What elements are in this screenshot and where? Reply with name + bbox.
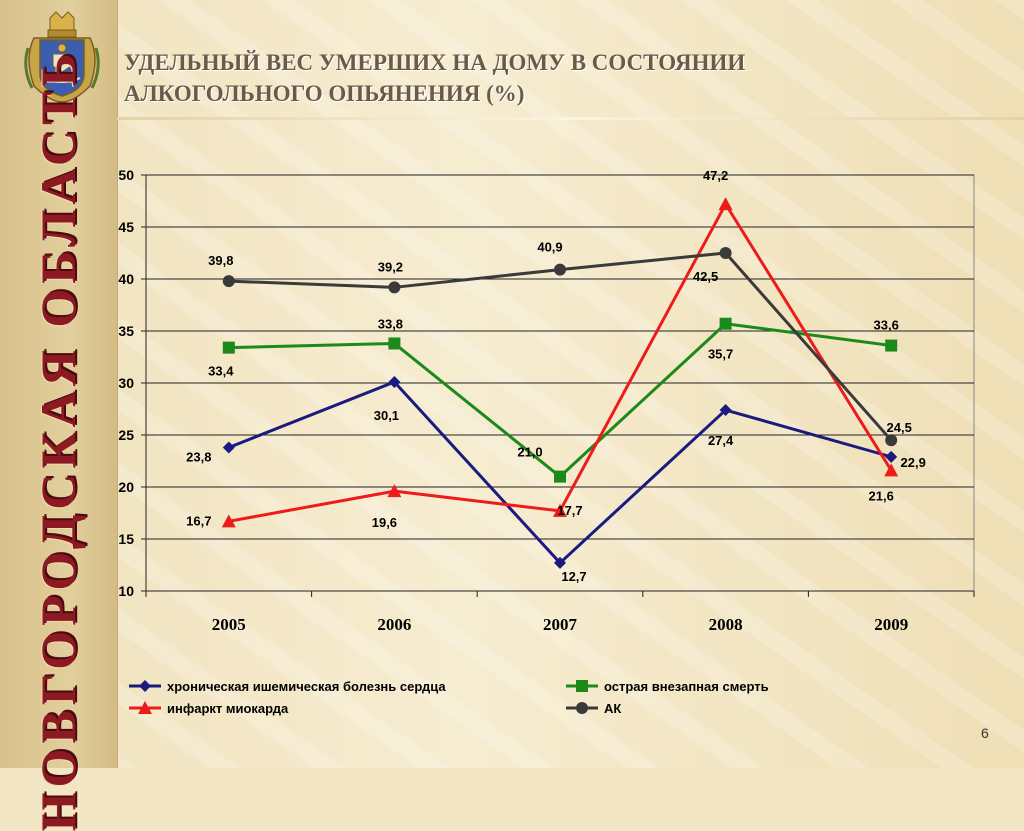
data-label: 19,6 [372,515,397,530]
data-point [222,441,235,454]
data-label: 39,8 [208,253,233,268]
data-point [222,341,235,354]
data-label: 47,2 [703,168,728,183]
data-label: 42,5 [693,269,718,284]
data-label: 30,1 [374,408,399,423]
legend-marker [139,680,151,692]
x-tick-label: 2009 [874,615,908,634]
y-tick-label: 35 [118,323,134,339]
data-point [885,450,898,463]
y-tick-label: 10 [118,583,134,599]
y-tick-label: 30 [118,375,134,391]
title-line-1: УДЕЛЬНЫЙ ВЕС УМЕРШИХ НА ДОМУ В СОСТОЯНИИ [124,50,746,75]
legend-label: острая внезапная смерть [604,679,769,694]
data-point [388,337,401,350]
data-point [718,197,733,211]
data-point [885,434,898,447]
legend-label: инфаркт миокарда [167,701,289,716]
data-label: 23,8 [186,449,211,464]
left-side-band [0,0,118,768]
data-label: 21,0 [517,445,542,460]
legend-marker [576,680,588,692]
data-point [388,281,401,294]
data-label: 40,9 [537,240,562,255]
data-point [222,275,235,288]
data-label: 33,4 [208,364,234,379]
y-tick-label: 45 [118,219,134,235]
y-tick-label: 20 [118,479,134,495]
legend-marker [576,702,588,714]
line-chart: 10 15 20 25 30 35 40 45 50 2005 2006 2007 2008 2009 23… [118,167,975,716]
data-label: 17,7 [557,503,582,518]
x-tick-label: 2008 [709,615,743,634]
x-tick-label: 2005 [212,615,246,634]
data-point [554,263,566,276]
series-line [228,322,892,479]
data-point [719,404,732,417]
legend-label: АК [604,701,621,716]
data-label: 21,6 [869,488,894,503]
title-line-2: АЛКОГОЛЬНОГО ОПЬЯНЕНИЯ (%) [124,81,525,106]
x-tick-label: 2007 [543,615,578,634]
y-tick-label: 50 [118,167,134,183]
data-point [719,247,732,259]
coat-of-arms-icon [24,11,100,103]
data-point [554,556,566,569]
title-divider [117,117,1024,120]
data-point [719,317,732,330]
page-title: УДЕЛЬНЫЙ ВЕС УМЕРШИХ НА ДОМУ В СОСТОЯНИИ… [124,47,984,109]
data-label: 22,9 [901,455,926,470]
data-point [554,470,566,483]
legend-marker [138,701,152,714]
data-label: 35,7 [708,347,733,362]
data-label: 24,5 [887,420,912,435]
page-number: 6 [981,725,989,741]
data-label: 12,7 [561,569,586,584]
legend-label: хроническая ишемическая болезнь сердца [167,679,446,694]
x-tick-label: 2006 [377,615,411,634]
y-tick-label: 25 [118,427,134,443]
data-label: 27,4 [708,433,734,448]
data-point [553,503,567,517]
data-label: 16,7 [186,513,211,528]
data-point [885,339,898,352]
data-point [221,514,236,528]
data-point [884,463,899,477]
page-background [0,0,1024,768]
data-point [387,484,402,498]
data-label: 39,2 [378,259,403,274]
y-tick-label: 40 [118,271,134,287]
data-label: 33,8 [378,316,403,331]
data-point [388,375,401,388]
data-label: 33,6 [874,318,899,333]
y-tick-label: 15 [118,531,134,547]
